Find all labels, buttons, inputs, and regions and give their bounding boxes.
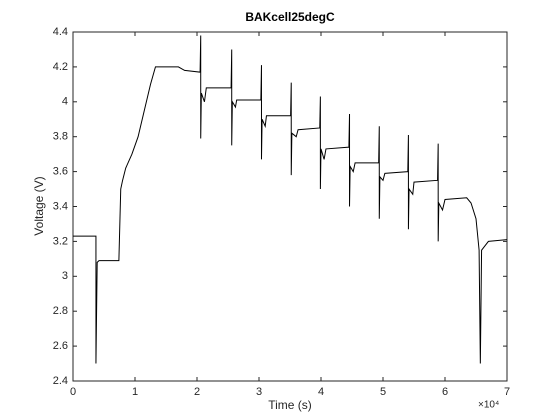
y-tick-label: 2.4 <box>53 375 68 387</box>
chart-title: BAKcell25degC <box>245 10 335 24</box>
y-tick-label: 4 <box>62 96 68 108</box>
y-tick-label: 3.6 <box>53 166 68 178</box>
y-tick-label: 3 <box>62 270 68 282</box>
y-tick-label: 3.4 <box>53 200 68 212</box>
x-tick-label: 0 <box>70 386 76 398</box>
plot-box <box>72 31 508 382</box>
x-tick-label: 2 <box>194 386 200 398</box>
y-tick-label: 2.8 <box>53 305 68 317</box>
x-axis-label: Time (s) <box>268 398 312 412</box>
y-tick-label: 4.2 <box>53 61 68 73</box>
x-tick-label: 6 <box>442 386 448 398</box>
x-tick-label: 7 <box>504 386 510 398</box>
y-axis-label: Voltage (V) <box>32 176 46 235</box>
x-tick-label: 4 <box>318 386 324 398</box>
x-multiplier: ×10⁴ <box>478 400 499 411</box>
x-tick-label: 1 <box>132 386 138 398</box>
y-tick-label: 4.4 <box>53 26 68 38</box>
x-tick-label: 5 <box>380 386 386 398</box>
y-tick-label: 3.2 <box>53 235 68 247</box>
data-line <box>73 35 508 364</box>
y-tick-label: 2.6 <box>53 340 68 352</box>
y-tick-label: 3.8 <box>53 131 68 143</box>
x-tick-label: 3 <box>256 386 262 398</box>
